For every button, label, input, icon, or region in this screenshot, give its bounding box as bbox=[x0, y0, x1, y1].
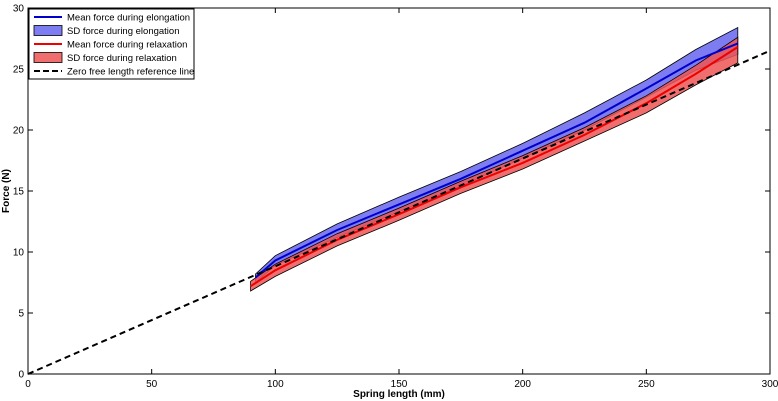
series-layer bbox=[27, 26, 771, 375]
sd-force-during-relaxation-legend-swatch bbox=[33, 52, 63, 63]
mean-force-during-relaxation-line bbox=[250, 46, 739, 288]
legend: Mean force during elongation SD force dur… bbox=[28, 8, 195, 80]
sd-force-during-elongation-legend-label: SD force during elongation bbox=[67, 26, 180, 37]
zero-free-length-reference-line bbox=[27, 49, 771, 375]
mean-force-during-elongation-legend-label: Mean force during elongation bbox=[67, 13, 190, 24]
y-tick-label: 15 bbox=[13, 187, 25, 198]
x-tick-label: 100 bbox=[267, 379, 284, 390]
y-tick-label: 30 bbox=[13, 4, 25, 15]
sd-force-during-relaxation-band bbox=[250, 36, 739, 292]
x-axis-ticks: 0 50 100 150 200 250 300 bbox=[25, 8, 778, 390]
x-tick-label: 150 bbox=[391, 379, 408, 390]
y-tick-label: 25 bbox=[13, 65, 25, 76]
zero-free-length-reference-line-legend-label: Zero free length reference line bbox=[67, 67, 194, 78]
x-axis-title: Spring length (mm) bbox=[353, 389, 445, 400]
mean-force-during-elongation-line bbox=[254, 42, 739, 279]
y-tick-label: 10 bbox=[13, 248, 25, 259]
sd-force-during-elongation-legend-swatch bbox=[33, 25, 63, 36]
y-tick-label: 5 bbox=[18, 309, 24, 320]
y-tick-label: 0 bbox=[18, 370, 24, 381]
x-tick-label: 300 bbox=[762, 379, 778, 390]
mean-force-during-relaxation-legend-label: Mean force during relaxation bbox=[67, 40, 187, 51]
x-tick-label: 0 bbox=[25, 379, 31, 390]
x-tick-label: 250 bbox=[638, 379, 655, 390]
y-tick-label: 20 bbox=[13, 126, 25, 137]
x-tick-label: 200 bbox=[514, 379, 531, 390]
x-tick-label: 50 bbox=[146, 379, 158, 390]
sd-force-during-relaxation-legend-label: SD force during relaxation bbox=[67, 53, 177, 64]
y-axis-title: Force (N) bbox=[1, 169, 12, 213]
